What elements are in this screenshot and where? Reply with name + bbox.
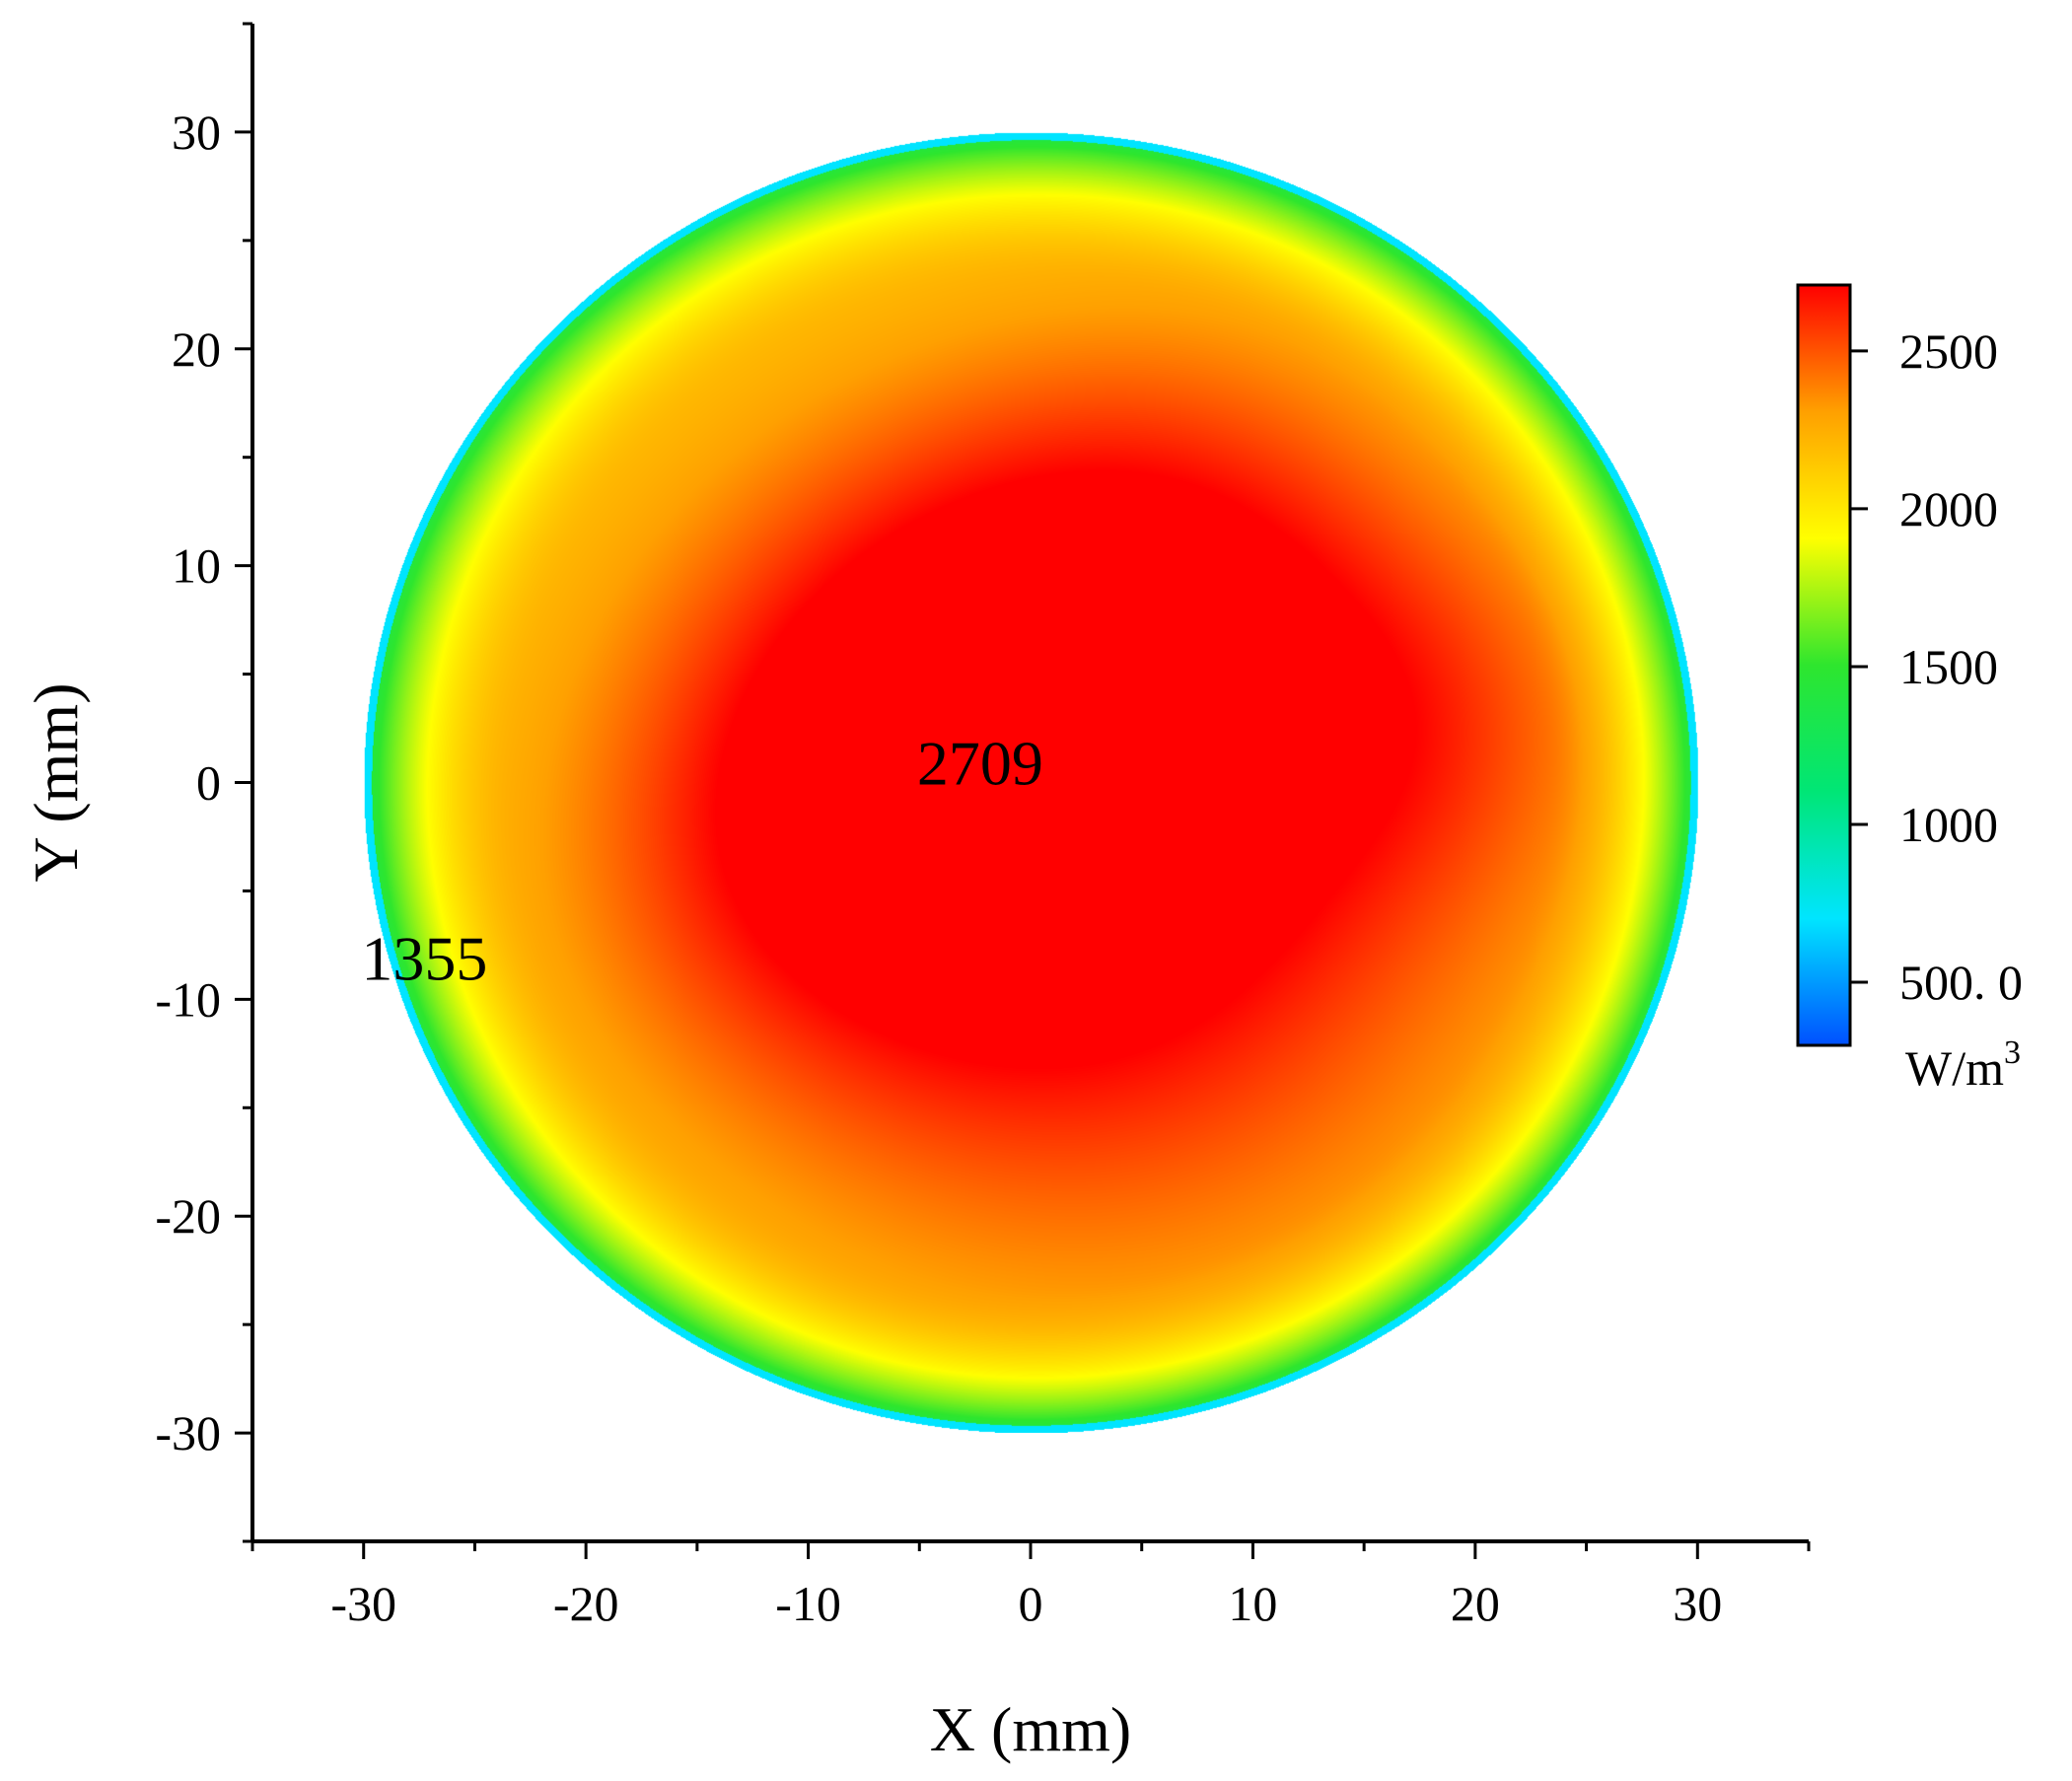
plot-axes: -30 -20 -10 0 10 20 30 30 20 10 0 -10 -20 -30 xyxy=(155,22,1811,1631)
y-axis-title: Y (mm) xyxy=(21,682,91,882)
annotation-min: 1355 xyxy=(361,923,487,993)
heatmap-surface xyxy=(363,131,1698,1433)
colorbar-unit: W/m3 xyxy=(1905,1034,2021,1096)
y-tick-label: -20 xyxy=(155,1188,221,1244)
colorbar-scale xyxy=(1796,283,1852,1047)
colorbar-unit-base: W/m xyxy=(1905,1040,2004,1096)
colorbar-tick-label: 500. 0 xyxy=(1899,955,2023,1010)
annotation-max: 2709 xyxy=(917,729,1043,799)
colorbar-tick-label: 1500 xyxy=(1899,639,1998,694)
colorbar: 2500 2000 1500 1000 500. 0 W/m3 xyxy=(1796,283,2023,1096)
x-tick-label: -10 xyxy=(775,1576,841,1631)
colorbar-ticks: 2500 2000 1500 1000 500. 0 xyxy=(1850,323,2023,1010)
y-tick-label: -30 xyxy=(155,1405,221,1460)
x-tick-label: -20 xyxy=(553,1576,619,1631)
colorbar-tick-label: 2500 xyxy=(1899,323,1998,379)
heatmap-plot xyxy=(363,131,1698,1433)
x-axis-title: X (mm) xyxy=(930,1694,1131,1764)
colorbar-tick-label: 1000 xyxy=(1899,797,1998,852)
y-tick-label: 30 xyxy=(172,105,221,160)
colorbar-tick-label: 2000 xyxy=(1899,481,1998,536)
x-tick-label: 10 xyxy=(1228,1576,1277,1631)
colorbar-unit-superscript: 3 xyxy=(2004,1034,2021,1071)
y-tick-label: -10 xyxy=(155,971,221,1027)
x-tick-label: 30 xyxy=(1673,1576,1722,1631)
y-tick-label: 0 xyxy=(196,755,221,811)
x-tick-label: 20 xyxy=(1451,1576,1500,1631)
y-tick-label: 20 xyxy=(172,321,221,377)
x-tick-label: 0 xyxy=(1019,1576,1043,1631)
x-tick-label: -30 xyxy=(330,1576,396,1631)
y-tick-label: 10 xyxy=(172,538,221,594)
